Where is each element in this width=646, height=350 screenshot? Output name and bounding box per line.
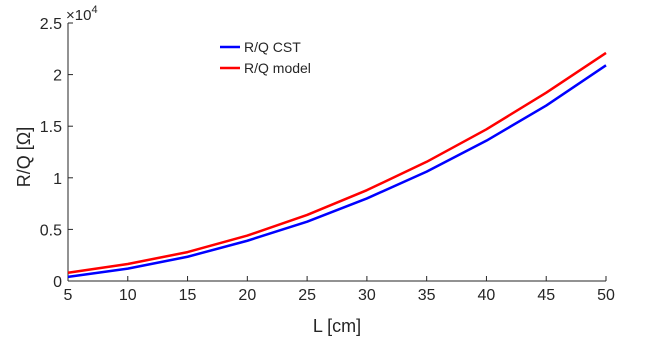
x-axis-label: L [cm]: [313, 316, 361, 336]
legend-label: R/Q model: [244, 60, 311, 76]
x-tick-label: 45: [537, 287, 555, 304]
exponent-base: ×10: [66, 7, 91, 24]
legend-box: [217, 34, 323, 81]
x-tick-label: 50: [597, 287, 615, 304]
x-tick-label: 15: [179, 287, 197, 304]
x-tick-label: 30: [358, 287, 376, 304]
axes: 5 10 15 20 25 30 35 40 45 50 0 0.5 1 1.5 2 2.5: [40, 16, 615, 304]
series-line-model: [67, 51, 607, 274]
series-lines: [67, 51, 607, 279]
y-axis-exponent: ×104: [66, 4, 98, 24]
x-tick-label: 20: [238, 287, 256, 304]
y-tick-label: 2: [53, 68, 62, 85]
x-tick-label: 35: [418, 287, 436, 304]
x-tick-label: 25: [298, 287, 316, 304]
x-tick-label: 5: [64, 287, 73, 304]
y-tick-label: 2.5: [40, 16, 62, 33]
y-tick-label: 0: [53, 274, 62, 291]
x-tick-label: 40: [478, 287, 496, 304]
exponent-power: 4: [91, 4, 97, 16]
series-line-cst: [67, 64, 607, 279]
y-tick-label: 0.5: [40, 222, 62, 239]
legend: R/Q CST R/Q model: [217, 34, 323, 81]
y-tick-label: 1.5: [40, 119, 62, 136]
x-tick-label: 10: [119, 287, 137, 304]
y-axis-label: R/Q [Ω]: [14, 127, 34, 187]
legend-label: R/Q CST: [244, 39, 301, 55]
y-tick-label: 1: [53, 171, 62, 188]
